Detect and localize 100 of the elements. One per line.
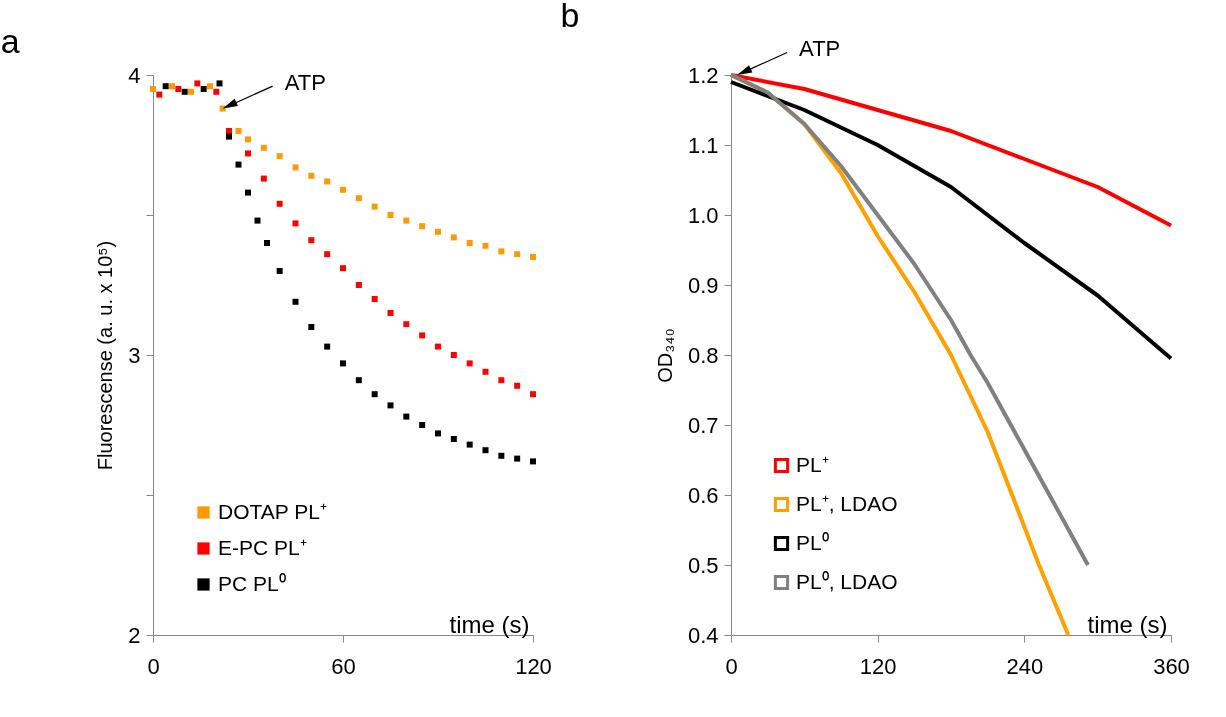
x-tick-label: 60	[331, 653, 356, 679]
point	[308, 237, 315, 244]
point	[292, 298, 299, 305]
x-tick-label: 0	[725, 653, 738, 679]
point	[156, 91, 163, 98]
point	[530, 254, 536, 260]
chart-title: a	[0, 22, 20, 60]
point	[226, 128, 232, 134]
y-axis-title: Fluorescense (a. u. x 10⁵)	[94, 240, 117, 471]
point	[419, 332, 426, 339]
legend-label: E-PC PL⁺	[218, 535, 307, 559]
point	[514, 455, 521, 462]
point	[324, 178, 331, 185]
legend-label: DOTAP PL⁺	[218, 499, 327, 523]
x-axis-title: time (s)	[449, 610, 530, 638]
point	[276, 153, 283, 160]
point	[530, 391, 536, 398]
point	[419, 223, 426, 230]
point	[308, 172, 315, 179]
point	[226, 133, 232, 140]
point	[355, 377, 362, 384]
point	[194, 80, 201, 87]
point	[340, 265, 346, 272]
point	[371, 296, 378, 302]
point	[181, 88, 188, 95]
x-tick-label: 120	[515, 653, 552, 679]
y-tick-label: 0.5	[687, 552, 719, 578]
point	[276, 200, 283, 207]
chart-title: b	[560, 0, 580, 34]
point	[162, 83, 169, 90]
point	[355, 282, 362, 288]
y-tick-label: 0.4	[687, 622, 719, 648]
point	[219, 105, 226, 112]
x-tick-label: 240	[1006, 653, 1044, 679]
point	[245, 150, 251, 157]
x-tick-label: 0	[147, 653, 160, 679]
y-axis-title: OD₃₄₀	[653, 328, 676, 383]
point	[200, 86, 207, 92]
point	[355, 195, 362, 202]
y-tick-label: 0.6	[687, 482, 719, 508]
y-tick-label: 0.8	[687, 342, 719, 368]
line-series	[729, 73, 1173, 228]
point	[403, 321, 410, 328]
point	[324, 343, 331, 350]
point	[188, 88, 194, 95]
point	[514, 251, 521, 258]
point	[514, 382, 521, 389]
point	[482, 368, 489, 375]
y-tick-label: 1.1	[687, 132, 719, 158]
point	[235, 128, 242, 134]
line-series	[729, 80, 1173, 361]
point	[403, 217, 410, 224]
legend-label: PL⁺, LDAO	[796, 491, 898, 515]
point	[466, 240, 473, 246]
point	[435, 343, 441, 350]
point	[254, 217, 261, 224]
point	[498, 452, 505, 459]
point	[276, 268, 283, 274]
point	[482, 242, 489, 249]
legend-label: PL⁰	[796, 530, 829, 554]
legend-label: PC PL⁰	[218, 571, 286, 595]
y-tick-label: 1.2	[687, 62, 719, 88]
point	[371, 203, 378, 210]
point	[387, 402, 394, 409]
point	[260, 144, 267, 151]
y-tick-label: 1.0	[687, 202, 719, 228]
point	[292, 220, 299, 227]
point	[371, 391, 378, 398]
point	[466, 360, 473, 367]
point	[207, 83, 213, 90]
point	[387, 310, 394, 316]
x-tick-label: 120	[859, 653, 897, 679]
y-tick-label: 2	[128, 622, 141, 648]
point	[498, 248, 505, 255]
point	[340, 186, 346, 193]
y-tick-label: 4	[128, 62, 141, 88]
point	[530, 458, 536, 465]
point	[498, 377, 505, 384]
point	[292, 164, 299, 171]
point	[450, 234, 457, 241]
x-axis-title: time (s)	[1087, 610, 1168, 638]
point	[264, 240, 270, 246]
point	[466, 441, 473, 448]
point	[260, 175, 267, 182]
point	[175, 86, 182, 92]
point	[169, 83, 175, 90]
y-tick-label: 3	[128, 342, 141, 368]
annotation: ATP	[799, 36, 841, 61]
x-tick-label: 360	[1153, 653, 1190, 679]
point	[245, 189, 251, 196]
legend-label: PL⁺	[796, 452, 829, 476]
point	[387, 212, 394, 218]
point	[450, 352, 457, 358]
point	[213, 88, 220, 95]
point	[216, 80, 223, 87]
y-tick-label: 0.9	[687, 272, 719, 298]
point	[308, 324, 315, 330]
point	[435, 228, 441, 235]
point	[340, 360, 346, 367]
point	[324, 251, 331, 258]
